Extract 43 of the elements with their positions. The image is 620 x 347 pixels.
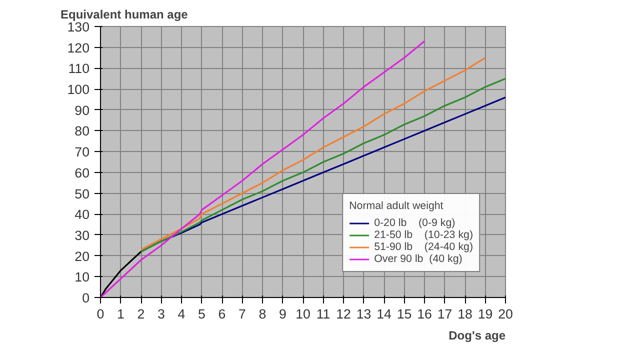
y-tick-label: 20 xyxy=(74,248,90,264)
y-tick-label: 80 xyxy=(74,124,90,139)
y-tick-label: 40 xyxy=(74,207,90,222)
x-tick-label: 4 xyxy=(178,306,186,322)
y-tick-label: 0 xyxy=(82,290,90,306)
x-tick-label: 19 xyxy=(478,306,493,322)
legend-label: 21-50 lb (10-23 kg) xyxy=(374,229,473,241)
legend-title: Normal adult weight xyxy=(349,200,444,212)
x-tick-label: 20 xyxy=(498,306,513,322)
y-tick-label: 130 xyxy=(67,20,90,34)
y-tick-label: 60 xyxy=(74,165,90,180)
x-tick-label: 7 xyxy=(238,306,246,322)
y-tick-label: 120 xyxy=(67,40,90,56)
x-tick-label: 9 xyxy=(279,306,286,322)
x-tick-label: 1 xyxy=(117,306,124,322)
line-series xyxy=(140,56,486,250)
x-tick-label: 5 xyxy=(198,306,206,322)
x-tick-label: 15 xyxy=(396,306,412,322)
legend-label: Over 90 lb (40 kg) xyxy=(374,253,462,265)
y-tick-label: 90 xyxy=(74,102,90,118)
y-tick-label: 110 xyxy=(68,61,90,76)
legend-label: 51-90 lb (24-40 kg) xyxy=(374,241,473,253)
x-tick-label: 6 xyxy=(218,306,226,322)
x-tick-label: 18 xyxy=(458,306,472,322)
y-tick-label: 100 xyxy=(67,82,90,98)
x-tick-label: 17 xyxy=(437,306,452,322)
x-tick-label: 10 xyxy=(296,306,310,322)
x-tick-label: 16 xyxy=(417,306,432,322)
y-tick-label: 50 xyxy=(74,186,90,202)
y-tick-label: 10 xyxy=(74,270,90,285)
x-tick-label: 2 xyxy=(137,306,145,322)
legend-label: 0-20 lb (0-9 kg) xyxy=(374,217,456,229)
x-axis-title: Dog's age xyxy=(448,328,506,342)
y-axis-title: Equivalent human age xyxy=(60,8,188,22)
x-tick-label: 11 xyxy=(316,306,330,322)
x-tick-label: 12 xyxy=(336,306,351,322)
x-tick-label: 13 xyxy=(356,306,372,322)
x-tick-label: 14 xyxy=(376,306,392,322)
y-tick-label: 70 xyxy=(74,144,90,160)
x-tick-label: 0 xyxy=(96,306,104,322)
y-tick-label: 30 xyxy=(74,228,90,243)
x-tick-label: 8 xyxy=(258,306,266,322)
x-tick-label: 3 xyxy=(158,306,165,322)
